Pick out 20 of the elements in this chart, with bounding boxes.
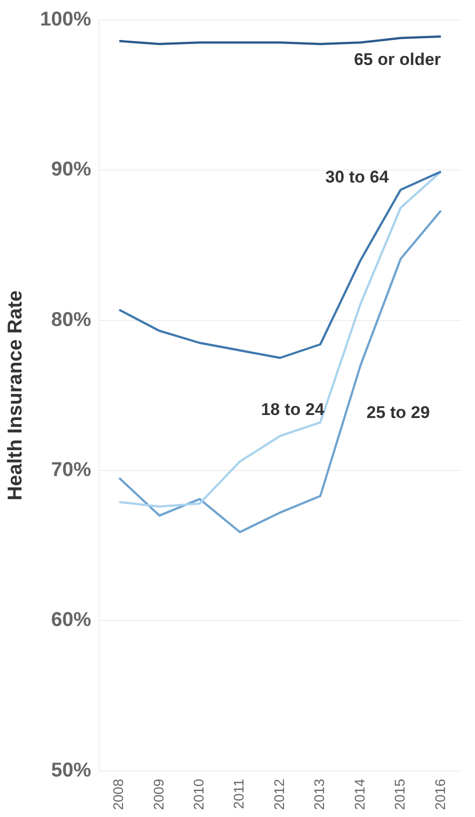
y-axis-title: Health Insurance Rate bbox=[4, 290, 27, 500]
x-tick-label: 2012 bbox=[270, 778, 287, 810]
y-tick-label: 80% bbox=[51, 308, 92, 331]
y-tick-label: 50% bbox=[51, 759, 92, 782]
y-tick-label: 100% bbox=[40, 8, 92, 31]
x-tick-label: 2013 bbox=[311, 778, 328, 810]
series-label: 25 to 29 bbox=[366, 403, 430, 422]
series-label: 65 or older bbox=[354, 50, 442, 70]
x-tick-label: 2010 bbox=[190, 778, 207, 810]
series-label: 18 to 24 bbox=[260, 400, 325, 420]
x-tick-label: 2015 bbox=[392, 778, 408, 810]
x-tick-label: 2008 bbox=[110, 778, 126, 810]
x-tick-label: 2009 bbox=[150, 778, 166, 810]
x-tick-label: 2014 bbox=[351, 778, 368, 810]
x-tick-label: 2011 bbox=[230, 778, 247, 809]
x-tick-label: 2016 bbox=[432, 778, 448, 810]
y-tick-label: 70% bbox=[51, 459, 92, 482]
y-tick-label: 60% bbox=[51, 609, 92, 632]
y-tick-label: 90% bbox=[51, 158, 92, 181]
series-label: 30 to 64 bbox=[325, 167, 390, 186]
